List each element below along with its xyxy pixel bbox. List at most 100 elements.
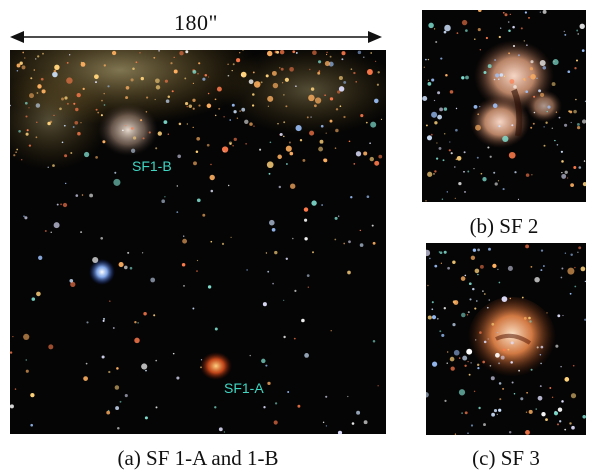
star [198, 104, 201, 107]
star [274, 250, 278, 255]
star [29, 93, 34, 99]
star [567, 70, 571, 74]
star [343, 115, 346, 119]
star [493, 78, 496, 81]
star [380, 118, 383, 121]
star [523, 316, 527, 320]
star [321, 204, 323, 206]
star [287, 391, 290, 393]
caption-panel-a: (a) SF 1-A and 1-B [117, 446, 279, 470]
star [196, 259, 199, 262]
star [125, 124, 127, 127]
star [564, 252, 567, 254]
star [140, 76, 144, 81]
star [576, 122, 580, 126]
star [221, 242, 225, 245]
star [530, 368, 533, 371]
star [285, 145, 292, 152]
star [431, 111, 438, 118]
star [44, 230, 47, 232]
star [431, 308, 434, 311]
star [60, 203, 63, 206]
star [360, 114, 364, 118]
star [377, 71, 380, 74]
star [167, 133, 169, 135]
panel-c-image [426, 243, 586, 435]
star [464, 190, 466, 193]
star [577, 251, 579, 253]
star [202, 77, 206, 81]
star [436, 317, 439, 320]
star [28, 144, 32, 147]
star [214, 327, 218, 331]
star [318, 70, 321, 72]
star [227, 74, 230, 77]
star [284, 77, 289, 82]
star [311, 200, 317, 206]
star [427, 82, 432, 86]
star [525, 90, 529, 94]
star [16, 148, 19, 151]
star [427, 284, 429, 287]
star [378, 154, 383, 159]
star [218, 107, 221, 110]
star [497, 268, 499, 271]
star [477, 28, 481, 32]
star [460, 276, 466, 281]
star [335, 128, 339, 133]
star [22, 51, 25, 54]
star [111, 50, 117, 56]
star [322, 421, 325, 423]
star [288, 141, 291, 144]
star [119, 400, 122, 403]
star [157, 131, 162, 136]
star [144, 416, 148, 420]
star [475, 300, 478, 302]
star [30, 392, 35, 398]
star [185, 102, 189, 106]
star [478, 105, 481, 108]
star [478, 10, 482, 12]
star [63, 124, 66, 127]
star [348, 240, 351, 244]
star [273, 420, 278, 425]
star [483, 423, 486, 427]
star [269, 219, 275, 226]
star [123, 265, 128, 270]
star [427, 171, 433, 177]
star [433, 173, 435, 175]
panel-b-starfield [422, 10, 586, 202]
star [469, 298, 472, 301]
star [512, 44, 516, 48]
star [206, 143, 210, 147]
star [229, 119, 231, 121]
star [347, 395, 349, 398]
star [253, 125, 255, 127]
star [456, 32, 459, 34]
star [525, 429, 530, 435]
star [556, 423, 560, 426]
star [278, 185, 282, 189]
star [283, 299, 285, 301]
star [581, 49, 585, 52]
star [56, 203, 59, 206]
star [363, 56, 365, 59]
star [539, 60, 546, 66]
star [363, 151, 368, 156]
star [165, 99, 170, 103]
star [343, 80, 347, 84]
star [477, 248, 480, 252]
star [207, 92, 210, 95]
star [369, 142, 371, 145]
star [517, 198, 520, 200]
star [359, 243, 364, 247]
star [265, 74, 269, 78]
star [325, 425, 328, 427]
star [170, 62, 173, 65]
star [182, 238, 188, 244]
star [161, 199, 166, 204]
star [486, 306, 489, 309]
star [101, 99, 103, 102]
star [216, 86, 222, 92]
star [468, 373, 471, 376]
